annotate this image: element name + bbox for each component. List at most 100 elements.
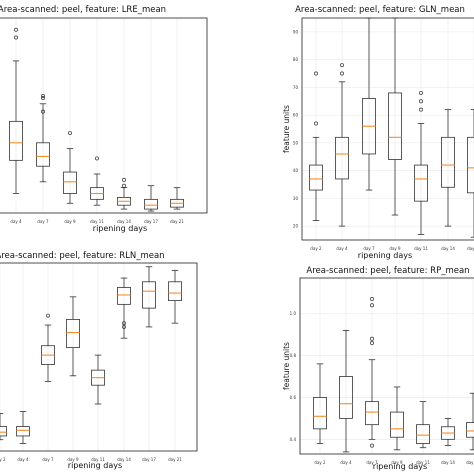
lre-mean-xtick-label: day 9 bbox=[64, 219, 76, 224]
gln-mean-xlabel: ripening days bbox=[358, 251, 412, 260]
outlier-point bbox=[370, 336, 374, 341]
gln-mean-xtick-label: day 17 bbox=[467, 246, 474, 251]
rp-mean-box-day-2 bbox=[313, 363, 327, 444]
outlier-point bbox=[419, 107, 423, 112]
gln-mean-box-day-11 bbox=[414, 90, 428, 235]
lre-mean-plot-area bbox=[0, 17, 208, 214]
lre-mean-xtick-label: day 7 bbox=[37, 219, 49, 224]
rp-mean-title: Area-scanned: peel, feature: RP_mean bbox=[306, 266, 469, 276]
outlier-point bbox=[314, 121, 318, 126]
rln-mean-box-day-17 bbox=[142, 266, 156, 328]
rp-mean-xlabel: ripening days bbox=[373, 462, 427, 471]
rp-mean-box-day-11 bbox=[416, 401, 430, 449]
outlier-point bbox=[122, 177, 126, 182]
iqr-box bbox=[66, 318, 80, 348]
iqr-box bbox=[63, 171, 77, 194]
outlier-point bbox=[14, 27, 18, 32]
gln-mean-xtick-label: day 7 bbox=[363, 246, 375, 251]
rp-mean-ytick-label: 1.0 bbox=[290, 311, 297, 316]
rp-mean-box-day-9 bbox=[390, 386, 404, 451]
gln-mean-box-day-4 bbox=[335, 63, 349, 227]
rln-mean-xtick-label: day 9 bbox=[67, 457, 79, 462]
lre-mean-box-day-11 bbox=[90, 156, 104, 206]
outlier-point bbox=[314, 71, 318, 76]
rp-mean-xtick-label: day 17 bbox=[466, 460, 474, 465]
outlier-point bbox=[14, 35, 18, 40]
outlier-point bbox=[46, 313, 50, 318]
gln-mean-ytick-label: 80 bbox=[293, 57, 299, 62]
lre-mean-box-day-7 bbox=[36, 94, 50, 183]
rln-mean-box-day-11 bbox=[91, 354, 105, 405]
iqr-box bbox=[466, 422, 474, 438]
iqr-box bbox=[9, 120, 23, 161]
iqr-box bbox=[388, 92, 402, 160]
rln-mean-box-day-4 bbox=[16, 411, 30, 444]
outlier-point bbox=[419, 90, 423, 95]
iqr-box bbox=[36, 142, 50, 167]
iqr-box bbox=[0, 426, 7, 437]
rln-mean-box-day-9 bbox=[66, 296, 80, 377]
gln-mean-ytick-label: 40 bbox=[293, 168, 299, 173]
outlier-point bbox=[370, 303, 374, 308]
gln-mean-ytick-label: 30 bbox=[293, 196, 299, 201]
lre-mean-panel: Area-scanned: peel, feature: LRE_mean ri… bbox=[0, 5, 208, 233]
gln-mean-panel: Area-scanned: peel, feature: GLN_mean ri… bbox=[282, 5, 474, 260]
rp-mean-box-day-4 bbox=[339, 329, 353, 453]
lre-mean-box-day-21 bbox=[170, 187, 184, 210]
rln-mean-xtick-label: day 4 bbox=[17, 457, 29, 462]
rln-mean-xtick-label: day 14 bbox=[117, 457, 131, 462]
gln-mean-plot-area bbox=[301, 17, 474, 241]
lre-mean-xlabel: ripening days bbox=[93, 224, 147, 233]
lre-mean-xtick-label: day 17 bbox=[144, 219, 158, 224]
gln-mean-box-day-17 bbox=[467, 109, 474, 238]
rp-mean-box-day-14 bbox=[441, 417, 455, 447]
iqr-box bbox=[416, 424, 430, 444]
rln-mean-xtick-label: day 11 bbox=[91, 457, 105, 462]
rln-mean-panel: Area-scanned: peel, feature: RLN_mean ri… bbox=[0, 251, 198, 470]
rp-mean-xtick-label: day 7 bbox=[366, 460, 378, 465]
outlier-point bbox=[340, 71, 344, 76]
outlier-point bbox=[95, 156, 99, 161]
outlier-point bbox=[122, 183, 126, 188]
outlier-point bbox=[41, 95, 45, 100]
gln-mean-xtick-label: day 9 bbox=[389, 246, 401, 251]
rp-mean-xtick-label: day 4 bbox=[340, 460, 352, 465]
rln-mean-xlabel: ripening days bbox=[68, 461, 122, 470]
lre-mean-box-day-9 bbox=[63, 131, 77, 204]
lre-mean-box-day-14 bbox=[117, 177, 131, 210]
iqr-box bbox=[365, 401, 379, 426]
gln-mean-box-day-2 bbox=[309, 71, 323, 221]
rp-mean-xtick-label: day 14 bbox=[441, 460, 455, 465]
rln-mean-box-day-2 bbox=[0, 412, 7, 441]
lre-mean-xtick-label: day 21 bbox=[170, 219, 184, 224]
rp-mean-ytick-label: 0.4 bbox=[290, 437, 297, 442]
lre-mean-title: Area-scanned: peel, feature: LRE_mean bbox=[0, 5, 166, 15]
outlier-point bbox=[122, 324, 126, 329]
gln-mean-title: Area-scanned: peel, feature: GLN_mean bbox=[295, 5, 465, 15]
gln-mean-ytick-label: 90 bbox=[293, 29, 299, 34]
iqr-box bbox=[117, 287, 131, 305]
rp-mean-xtick-label: day 2 bbox=[314, 460, 326, 465]
gln-mean-xtick-label: day 2 bbox=[310, 246, 322, 251]
gln-mean-ytick-label: 60 bbox=[293, 113, 299, 118]
lre-mean-box-day-17 bbox=[144, 185, 158, 212]
rp-mean-panel: Area-scanned: peel, feature: RP_mean rip… bbox=[282, 266, 474, 471]
rp-mean-xtick-label: day 9 bbox=[391, 460, 403, 465]
iqr-box bbox=[441, 136, 455, 188]
lre-mean-xtick-label: day 4 bbox=[10, 219, 22, 224]
iqr-box bbox=[467, 136, 474, 194]
outlier-point bbox=[68, 131, 72, 135]
rln-mean-xtick-label: day 21 bbox=[168, 457, 182, 462]
iqr-box bbox=[16, 426, 30, 437]
iqr-box bbox=[335, 136, 349, 180]
rp-mean-box-day-17 bbox=[466, 392, 474, 451]
gln-mean-box-day-14 bbox=[441, 109, 455, 227]
outlier-point bbox=[419, 99, 423, 104]
outlier-point bbox=[370, 341, 374, 345]
outlier-point bbox=[122, 321, 126, 326]
iqr-box bbox=[339, 376, 353, 419]
lre-mean-box-day-4 bbox=[9, 27, 23, 194]
gln-mean-xtick-label: day 14 bbox=[441, 246, 455, 251]
rln-mean-box-day-14 bbox=[117, 277, 131, 339]
gln-mean-ytick-label: 20 bbox=[293, 224, 299, 229]
